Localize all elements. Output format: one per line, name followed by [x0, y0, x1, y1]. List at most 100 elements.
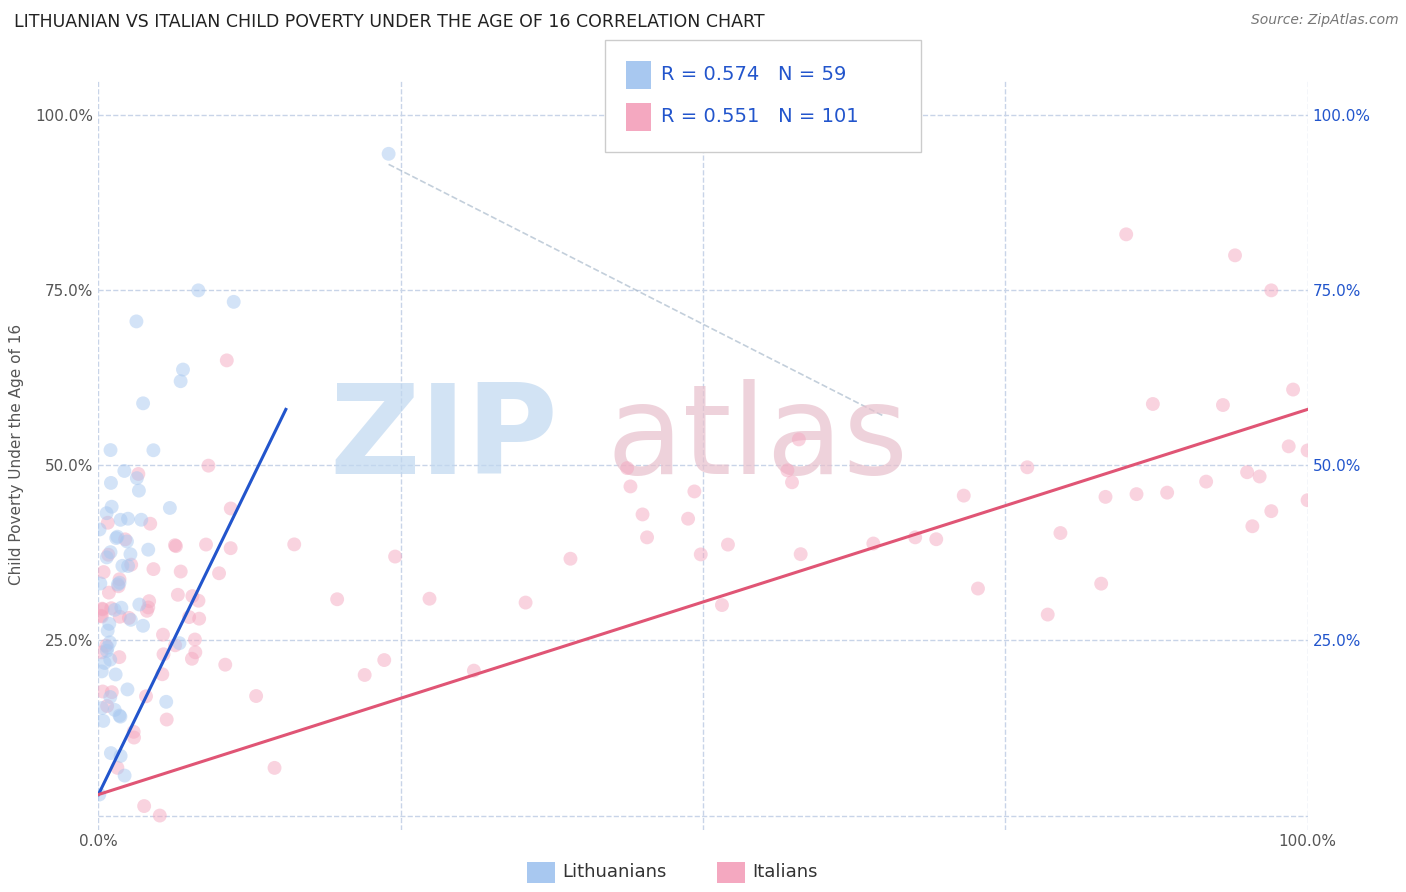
Point: [1195, 475, 1218, 489]
Point: [515, 596, 537, 610]
Point: [789, 547, 811, 561]
Point: [152, 628, 174, 642]
Point: [136, 542, 159, 557]
Point: [90, 608, 112, 623]
Point: [1156, 485, 1178, 500]
Point: [560, 551, 582, 566]
Point: [93, 656, 115, 670]
Point: [616, 461, 638, 475]
Point: [108, 609, 131, 624]
Point: [179, 610, 201, 624]
Point: [636, 530, 658, 544]
Point: [170, 565, 193, 579]
Point: [91, 714, 114, 728]
Point: [125, 471, 148, 485]
Point: [135, 690, 157, 704]
Point: [152, 648, 174, 662]
Point: [780, 475, 803, 490]
Point: [105, 530, 128, 544]
Point: [710, 598, 733, 612]
Point: [100, 443, 122, 458]
Point: [165, 539, 187, 553]
Text: LITHUANIAN VS ITALIAN CHILD POVERTY UNDER THE AGE OF 16 CORRELATION CHART: LITHUANIAN VS ITALIAN CHILD POVERTY UNDE…: [14, 13, 765, 31]
Point: [1249, 469, 1271, 483]
Point: [222, 294, 245, 309]
Point: [184, 645, 207, 659]
Point: [197, 458, 219, 473]
Point: [108, 650, 131, 665]
Point: [98, 616, 121, 631]
Point: [98, 653, 121, 667]
Point: [187, 284, 209, 298]
Point: [1094, 490, 1116, 504]
Point: [90, 645, 112, 659]
Text: Italians: Italians: [752, 863, 818, 881]
Text: Source: ZipAtlas.com: Source: ZipAtlas.com: [1251, 13, 1399, 28]
Point: [101, 685, 124, 699]
Point: [112, 464, 135, 478]
Text: Lithuanians: Lithuanians: [562, 863, 666, 881]
Point: [1296, 443, 1319, 458]
Point: [120, 547, 142, 561]
Point: [132, 619, 155, 633]
Text: ZIP: ZIP: [329, 379, 558, 500]
Point: [187, 593, 209, 607]
Point: [167, 588, 190, 602]
Point: [1142, 397, 1164, 411]
Point: [283, 537, 305, 551]
Point: [184, 632, 207, 647]
Point: [117, 682, 139, 697]
Point: [967, 582, 990, 596]
Point: [129, 513, 152, 527]
Point: [1036, 607, 1059, 622]
Point: [105, 531, 128, 545]
Point: [683, 484, 706, 499]
Point: [96, 506, 118, 520]
Point: [1296, 493, 1319, 508]
Point: [925, 533, 948, 547]
Point: [172, 362, 194, 376]
Point: [89, 523, 111, 537]
Point: [181, 589, 204, 603]
Point: [384, 549, 406, 564]
Point: [156, 713, 179, 727]
Point: [98, 635, 121, 649]
Point: [110, 709, 132, 723]
Point: [776, 463, 799, 477]
Point: [1223, 248, 1246, 262]
Point: [1282, 383, 1305, 397]
Point: [326, 592, 349, 607]
Point: [100, 746, 122, 760]
Point: [104, 603, 127, 617]
Point: [120, 613, 142, 627]
Point: [132, 396, 155, 410]
Point: [108, 708, 131, 723]
Point: [142, 562, 165, 576]
Point: [117, 512, 139, 526]
Point: [125, 314, 148, 328]
Point: [108, 575, 131, 590]
Point: [155, 695, 177, 709]
Point: [90, 665, 112, 679]
Point: [97, 548, 120, 562]
Point: [676, 512, 699, 526]
Point: [111, 558, 134, 573]
Point: [180, 652, 202, 666]
Point: [127, 467, 149, 481]
Text: R = 0.574   N = 59: R = 0.574 N = 59: [661, 65, 846, 85]
Point: [98, 690, 121, 704]
Point: [104, 667, 127, 681]
Point: [89, 576, 111, 591]
Point: [373, 653, 395, 667]
Point: [93, 565, 115, 579]
Point: [1017, 460, 1039, 475]
Point: [1236, 465, 1258, 479]
Point: [107, 579, 129, 593]
Point: [169, 636, 191, 650]
Point: [96, 699, 118, 714]
Point: [142, 443, 165, 458]
Point: [188, 612, 211, 626]
Point: [90, 609, 112, 624]
Point: [91, 684, 114, 698]
Point: [138, 594, 160, 608]
